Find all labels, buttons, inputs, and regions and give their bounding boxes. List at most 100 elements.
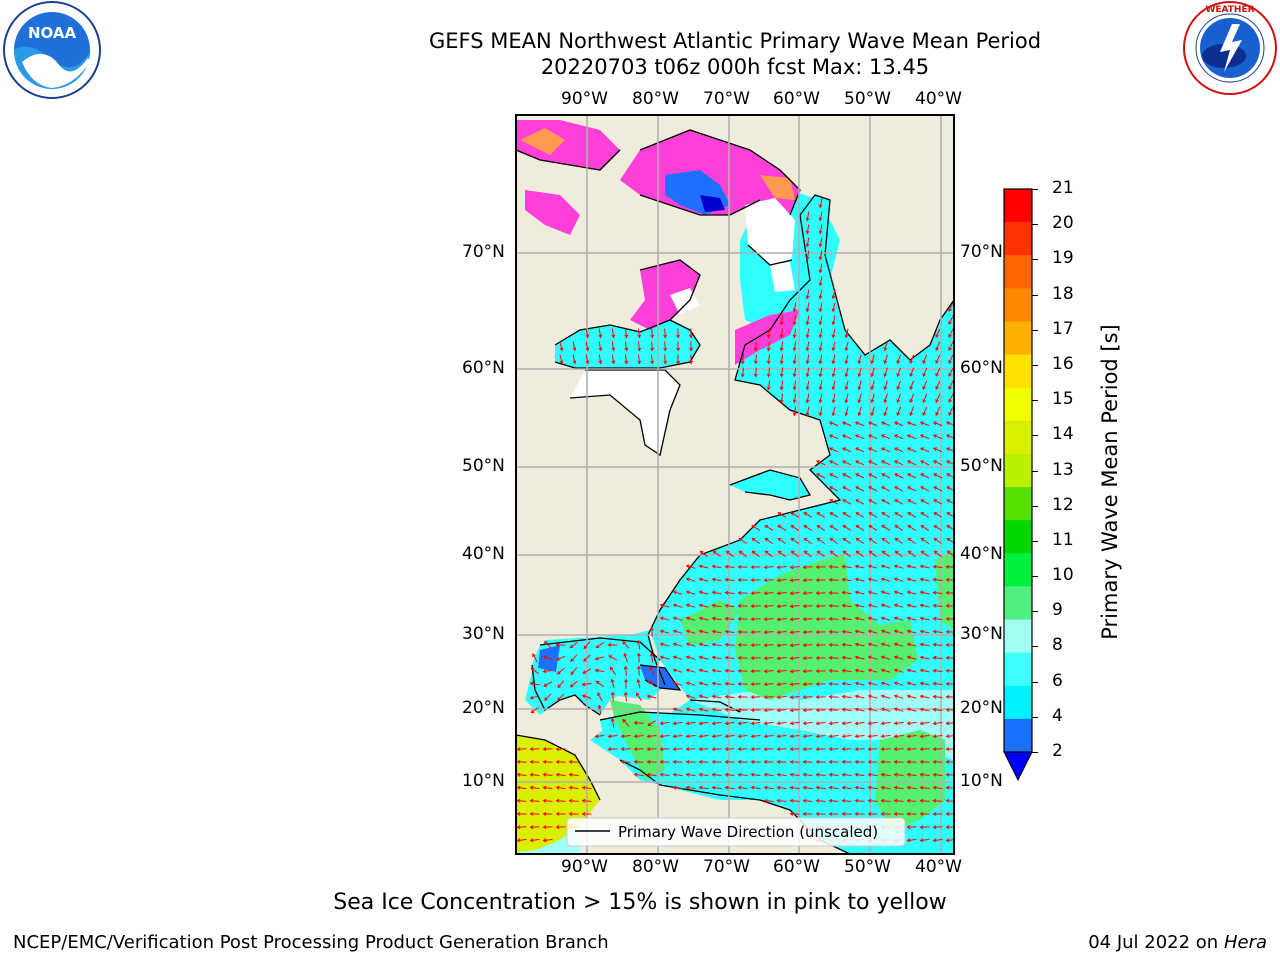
wave-arrow (664, 354, 666, 364)
wave-arrow-head (896, 360, 901, 365)
wave-arrow-head (724, 694, 729, 699)
wave-arrow (765, 550, 773, 558)
wave-arrow-head (711, 785, 716, 790)
wave-arrow-head (776, 617, 781, 622)
wave-arrow (803, 721, 813, 725)
wave-arrow-head (945, 811, 950, 816)
wave-arrow-head (725, 550, 730, 555)
wave-arrow-head (633, 734, 638, 739)
wave-arrow (543, 800, 553, 802)
colorbar-tick-mark (1032, 540, 1038, 542)
wave-arrow-head (818, 373, 823, 378)
wave-arrow-head (556, 657, 560, 661)
wave-arrow (881, 565, 891, 569)
wave-arrow-head (711, 642, 716, 647)
svg-text:WEATHER: WEATHER (1205, 5, 1254, 15)
wave-arrow (768, 328, 770, 338)
wave-arrow (816, 460, 826, 466)
wave-arrow (559, 354, 563, 364)
wave-arrow (933, 434, 943, 440)
wave-arrow-head (620, 734, 625, 739)
wave-arrow-head (737, 681, 742, 686)
wave-arrow-head (867, 603, 872, 608)
wave-arrow (858, 380, 862, 390)
wave-arrow-head (948, 334, 952, 338)
wave-arrow-head (805, 412, 810, 417)
wave-arrow (780, 328, 784, 338)
wave-arrow (868, 578, 878, 582)
wave-arrow-head (740, 360, 745, 365)
wave-arrow-head (906, 590, 911, 595)
wave-arrow-head (776, 669, 781, 674)
wave-arrow-head (919, 772, 924, 777)
wave-arrow-head (637, 360, 642, 365)
wave-arrow (517, 826, 527, 828)
wave-arrow (598, 341, 602, 351)
wave-arrow-head (867, 655, 872, 660)
colorbar-tick-label: 11 (1052, 529, 1074, 550)
wave-arrow-head (867, 707, 872, 712)
lat-label-right: 70°N (960, 242, 1003, 262)
wave-arrow-head (610, 717, 615, 722)
wave-arrow (725, 683, 735, 685)
wave-arrow (751, 735, 761, 737)
wave-arrow (556, 826, 566, 828)
wave-arrow-head (948, 321, 952, 325)
wave-arrow-head (841, 694, 846, 699)
wave-arrow-head (802, 578, 807, 583)
wave-arrow (907, 499, 917, 505)
wave-arrow-head (870, 360, 875, 365)
wave-arrow-head (867, 590, 872, 595)
wave-arrow (922, 380, 928, 390)
wave-arrow-head (844, 360, 849, 365)
wave-arrow-head (763, 747, 768, 752)
wave-arrow-head (909, 360, 914, 365)
wave-arrow (948, 315, 954, 325)
wave-arrow-head (698, 772, 703, 777)
wave-arrow (881, 774, 891, 776)
wave-arrow (920, 774, 930, 776)
wave-arrow-head (842, 550, 847, 555)
wave-arrow-head (818, 256, 823, 261)
wave-arrow-head (857, 412, 862, 417)
wave-arrow (712, 695, 722, 699)
wave-arrow-head (919, 603, 924, 608)
wave-arrow-head (946, 537, 951, 542)
wave-arrow (894, 735, 904, 737)
wave-arrow-head (802, 591, 807, 596)
wave-arrow-head (557, 697, 561, 702)
wave-arrow-head (685, 785, 690, 790)
wave-arrow-head (685, 721, 690, 726)
wave-arrow-head (815, 708, 820, 713)
wave-arrow (935, 406, 941, 416)
wave-arrow-head (919, 421, 924, 426)
wave-arrow-head (659, 734, 664, 739)
wave-arrow (751, 774, 761, 776)
wave-arrow-head (906, 421, 911, 426)
wave-arrow-head (945, 577, 950, 582)
wave-arrow (543, 838, 553, 842)
colorbar-bin (1004, 619, 1032, 654)
wave-arrow-head (581, 694, 586, 699)
wave-arrow-head (816, 512, 821, 516)
wave-arrow (829, 566, 839, 568)
colorbar-bin (1004, 255, 1032, 289)
arrow-legend-box (566, 817, 906, 847)
wave-arrow (933, 421, 943, 427)
wave-arrow-head (893, 747, 898, 752)
wave-arrow (907, 591, 917, 595)
wave-arrow-head (581, 811, 586, 816)
wave-arrow (946, 774, 954, 776)
colorbar-under-arrow (1003, 751, 1033, 782)
wave-arrow-head (945, 590, 950, 595)
wave-arrow (569, 786, 579, 790)
wave-arrow (855, 421, 865, 427)
wave-arrow (634, 774, 644, 776)
wave-arrow-head (792, 386, 797, 391)
wave-arrow (868, 656, 878, 660)
wave-arrow (712, 682, 722, 686)
wave-arrow-head (685, 734, 690, 739)
wave-arrow (907, 643, 917, 647)
wave-arrow (884, 406, 888, 416)
wave-arrow-head (789, 772, 794, 777)
